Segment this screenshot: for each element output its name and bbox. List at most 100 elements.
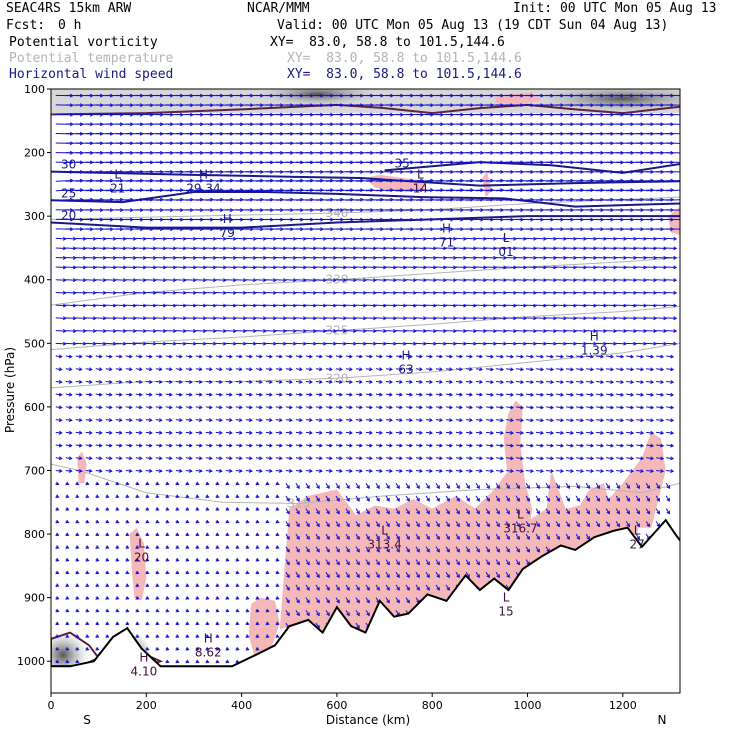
wind-vector-head [328,430,333,435]
wind-vector [385,469,393,472]
wind-vector-head [208,418,213,423]
pv-shaded-region [279,432,666,633]
wind-vector-head [95,646,100,651]
wind-vector-head [403,329,407,333]
wind-vector [295,597,300,603]
wind-vector [455,546,460,553]
wind-vector-head [543,265,548,270]
wind-vector-head [308,443,313,448]
wind-vector [165,393,172,396]
wind-vector [566,380,574,383]
wind-vector [385,584,390,591]
wind-vector-head [573,255,578,260]
wind-vector [105,419,112,421]
wind-vector [355,444,362,447]
wind-vector-head [306,548,310,553]
wind-vector [205,444,212,447]
wind-vector [566,444,574,447]
wind-vector-head [278,418,283,423]
jet-shading-core [257,89,378,107]
wind-vector-head [205,621,210,626]
wind-vector [546,368,554,371]
wind-vector [65,444,72,447]
wind-vector [475,533,480,540]
wind-vector [525,508,530,514]
wind-vector-head [570,354,575,359]
wind-vector [475,457,483,459]
wind-vector-head [396,485,400,490]
wind-vector-head [550,354,555,359]
wind-vector [395,571,400,578]
wind-vector-head [469,367,473,372]
wind-vector-head [175,570,180,575]
wind-vector-head [95,608,100,613]
wind-vector-head [85,532,90,537]
wind-vector-head [348,379,353,384]
wind-vector [365,368,372,370]
wind-vector [526,457,534,460]
wind-vector [435,546,440,553]
wind-vector-head [132,329,137,333]
wind-vector-head [396,548,400,553]
wind-vector-head [520,469,524,473]
wind-vector [115,419,122,421]
wind-vector-head [142,341,147,346]
wind-vector-head [523,265,528,270]
wind-vector-head [286,510,290,515]
wind-vector-head [195,621,200,626]
wind-vector-head [570,367,575,372]
wind-vector-head [536,485,540,490]
wind-vector-head [158,443,163,448]
wind-vector-head [469,443,473,448]
wind-vector-head [65,519,70,524]
wind-vector [485,571,490,578]
wind-vector-head [550,367,555,372]
center-title: NCAR/MMM [247,1,310,16]
wind-vector [315,444,322,447]
wind-vector [315,457,322,459]
wind-vector [535,495,540,502]
wind-vector [435,584,440,591]
wind-vector-head [479,468,483,473]
wind-vector-head [298,379,303,384]
wind-vector [405,457,413,459]
wind-vector-head [298,430,303,435]
wind-vector-head [459,354,463,359]
wind-vector-head [376,485,380,490]
wind-vector [325,610,330,616]
wind-vector-head [356,612,360,617]
wind-vector [285,571,290,578]
wind-vector-head [98,379,103,384]
wind-vector-head [242,255,247,260]
wind-vector-head [168,443,173,448]
wind-vector-head [68,418,73,423]
wind-vector [345,431,352,434]
wind-vector [135,444,142,447]
wind-vector-head [215,621,220,626]
wind-vector [175,431,182,434]
wind-vector-head [102,278,107,283]
wind-vector-head [205,557,210,562]
wind-vector-head [403,316,407,321]
wind-vector [465,546,470,553]
wind-vector-head [348,456,353,461]
theta-contour-320 [51,342,680,389]
wind-vector [405,431,413,434]
wind-vector-head [218,456,223,461]
wind-vector-head [265,634,270,638]
wind-vector-head [283,341,287,346]
wind-vector [325,380,332,383]
wind-vector [465,571,470,578]
wind-vector-head [115,545,120,549]
wind-vector [395,533,400,540]
wind-vector [555,495,560,502]
wind-vector-head [135,621,140,626]
wind-vector-head [95,596,100,600]
wind-vector [325,533,330,540]
wind-vector [536,393,544,396]
wind-vector-head [436,510,440,515]
wind-vector [555,521,560,527]
wind-vector-head [490,430,494,435]
theta-contour-325 [51,305,680,351]
wind-vector-head [275,608,280,613]
